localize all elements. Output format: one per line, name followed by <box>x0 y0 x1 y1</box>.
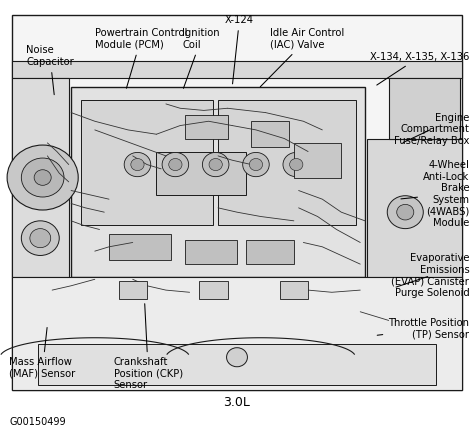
Bar <box>280 281 308 299</box>
Text: Mass Airflow
(MAF) Sensor: Mass Airflow (MAF) Sensor <box>9 327 76 379</box>
Bar <box>12 61 462 78</box>
Circle shape <box>283 152 310 177</box>
Circle shape <box>21 158 64 197</box>
Circle shape <box>209 158 222 171</box>
Bar <box>246 240 294 264</box>
Text: G00150499: G00150499 <box>9 417 66 427</box>
Text: Engine
Compartment
Fuse/Relay Box: Engine Compartment Fuse/Relay Box <box>394 113 469 146</box>
Bar <box>118 281 147 299</box>
Bar <box>81 100 213 225</box>
Bar <box>389 78 460 139</box>
Circle shape <box>243 152 269 177</box>
Circle shape <box>7 145 78 210</box>
Circle shape <box>387 196 423 229</box>
Bar <box>294 143 341 178</box>
Bar <box>367 139 462 277</box>
Circle shape <box>397 204 414 220</box>
Circle shape <box>169 158 182 171</box>
Text: 3.0L: 3.0L <box>224 396 250 409</box>
Bar <box>185 115 228 139</box>
Bar <box>109 234 171 260</box>
Circle shape <box>162 152 189 177</box>
Bar <box>251 121 289 147</box>
Bar <box>38 344 436 385</box>
Text: Crankshaft
Position (CKP)
Sensor: Crankshaft Position (CKP) Sensor <box>114 304 183 391</box>
Circle shape <box>30 229 51 248</box>
Text: Ignition
Coil: Ignition Coil <box>182 28 220 88</box>
Circle shape <box>21 221 59 255</box>
Bar <box>185 240 237 264</box>
Text: X-134, X-135, X-136: X-134, X-135, X-136 <box>370 52 469 85</box>
Circle shape <box>249 158 263 171</box>
Bar <box>218 100 356 225</box>
Text: Powertrain Control
Module (PCM): Powertrain Control Module (PCM) <box>95 28 187 88</box>
Circle shape <box>227 348 247 367</box>
Bar <box>71 87 365 277</box>
Text: Throttle Position
(TP) Sensor: Throttle Position (TP) Sensor <box>377 318 469 340</box>
Bar <box>12 78 69 277</box>
Circle shape <box>124 152 151 177</box>
Circle shape <box>34 170 51 185</box>
Circle shape <box>131 158 144 171</box>
Text: Noise
Capacitor: Noise Capacitor <box>26 45 74 95</box>
Bar <box>156 152 246 195</box>
Circle shape <box>290 158 303 171</box>
Text: Evaporative
Emissions
(EVAP) Canister
Purge Solenoid: Evaporative Emissions (EVAP) Canister Pu… <box>392 253 469 298</box>
Text: 4-Wheel
Anti-Lock
Brake
System
(4WABS)
Module: 4-Wheel Anti-Lock Brake System (4WABS) M… <box>401 160 469 228</box>
Text: Idle Air Control
(IAC) Valve: Idle Air Control (IAC) Valve <box>260 28 345 87</box>
Circle shape <box>202 152 229 177</box>
Bar <box>199 281 228 299</box>
Bar <box>12 277 462 390</box>
Bar <box>12 15 462 390</box>
Text: X-124: X-124 <box>225 15 254 84</box>
